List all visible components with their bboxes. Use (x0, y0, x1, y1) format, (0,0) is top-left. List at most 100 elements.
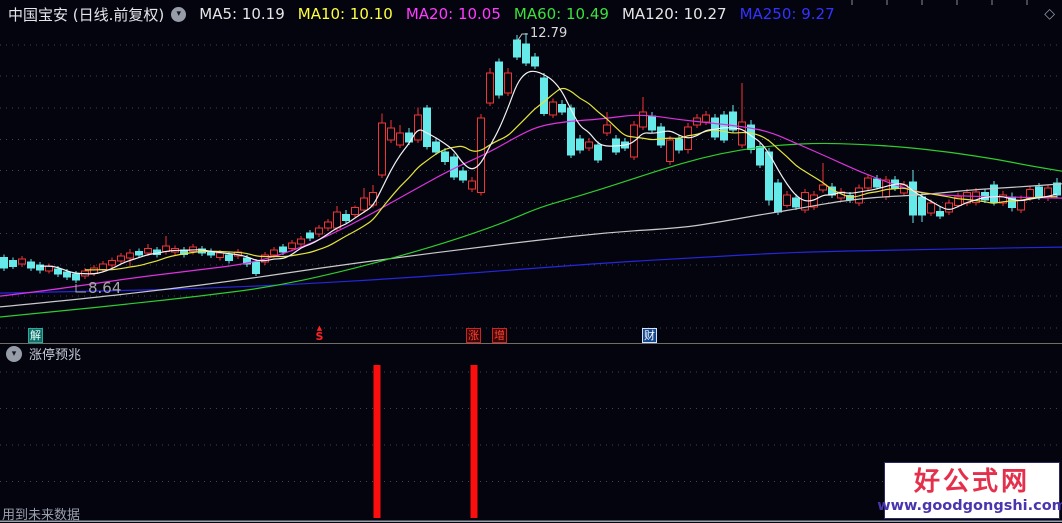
ma250-legend: MA250: 9.27 (739, 5, 835, 23)
chart-header: 中国宝安 (日线.前复权) ▾ MA5: 10.19 MA10: 10.10 M… (0, 0, 1062, 28)
event-marker-dividend[interactable]: S (313, 325, 326, 343)
ma-line-ma120 (0, 183, 1062, 308)
candle-body (990, 184, 998, 203)
candle-body (738, 121, 746, 146)
candle-body (414, 114, 422, 141)
candle-body (9, 259, 17, 267)
candle-body (1017, 199, 1025, 211)
ma-line-ma60 (0, 142, 1062, 318)
candle-body (324, 221, 332, 229)
ma-line-ma20 (0, 114, 1062, 297)
top-ruler-ticks (851, 0, 1028, 5)
candle-body (468, 180, 476, 190)
candle-body (666, 139, 674, 163)
watermark-site-name: 好公式网 (913, 466, 1030, 497)
ma-line-ma250 (0, 246, 1062, 294)
candle-body (927, 202, 935, 214)
sub-indicator-chart[interactable] (0, 343, 1062, 523)
signal-bars (373, 365, 478, 518)
candle-body (756, 146, 764, 166)
candle-body (36, 264, 44, 271)
ma-line-ma10 (84, 87, 1058, 271)
signal-bar (373, 365, 381, 518)
candle-body (360, 197, 368, 211)
candle-body (126, 252, 134, 259)
ma120-legend: MA120: 10.27 (621, 5, 727, 23)
event-marker-report[interactable]: 财 (642, 328, 657, 343)
candle-body (117, 255, 125, 262)
candle-body (459, 170, 467, 181)
low-price-label: 8.64 (88, 279, 122, 297)
watermark-site-url: www.goodgongshi.com (877, 497, 1062, 514)
candle-body (585, 141, 593, 149)
main-candlestick-chart[interactable] (0, 0, 1062, 343)
candle-body (972, 191, 980, 203)
candle-body (774, 182, 782, 213)
candle-body (27, 261, 35, 269)
diamond-icon[interactable]: ◇ (1044, 6, 1055, 22)
event-marker-surge[interactable]: 涨 (466, 328, 481, 343)
candle-body (396, 132, 404, 146)
candle-body (54, 268, 62, 275)
candle-body (594, 144, 602, 161)
candle-body (675, 138, 683, 151)
candle-body (513, 39, 521, 58)
sub-indicator-header: ▾ 涨停预兆 (6, 344, 81, 363)
candle-body (873, 178, 881, 188)
candle-body (864, 177, 872, 189)
candle-body (18, 258, 26, 265)
candle-body (711, 117, 719, 138)
candle-body (486, 72, 494, 104)
candle-body (297, 238, 305, 245)
candle-body (729, 111, 737, 131)
candle-body (342, 213, 350, 221)
sub-indicator-label: 涨停预兆 (29, 348, 82, 363)
peak-price-label: 12.79 (530, 26, 568, 41)
event-marker-add[interactable]: 增 (492, 328, 507, 343)
candle-body (603, 124, 611, 134)
candle-body (549, 101, 557, 116)
candle-body (945, 202, 953, 213)
ma-line-ma5 (39, 70, 1058, 275)
candle-body (576, 138, 584, 151)
signal-bar (470, 365, 478, 518)
candle-body (252, 261, 260, 275)
candle-body (639, 111, 647, 128)
candle-body (72, 273, 80, 281)
candle-body (504, 72, 512, 94)
candle-body (792, 197, 800, 208)
candle-body (387, 127, 395, 141)
candle-body (936, 210, 944, 217)
candle-body (63, 271, 71, 278)
candle-body (567, 107, 575, 156)
candle-body (441, 151, 449, 163)
candle-body (909, 181, 917, 216)
candle-body (306, 232, 314, 239)
candle-body (954, 196, 962, 206)
candle-body (216, 252, 224, 258)
future-data-note: 用到未来数据 (2, 508, 81, 523)
event-marker-unlock[interactable]: 解 (28, 328, 43, 343)
candle-body (351, 207, 359, 215)
candle-body (999, 194, 1007, 204)
ma5-legend: MA5: 10.19 (199, 5, 285, 23)
candle-body (819, 184, 827, 191)
candle-body (558, 103, 566, 113)
candle-body (918, 196, 926, 216)
ma-lines (0, 70, 1062, 318)
candle-body (495, 61, 503, 96)
candle-body (378, 122, 386, 176)
candle-body (108, 259, 116, 266)
candle-body (657, 126, 665, 146)
candle-body (315, 227, 323, 235)
candle-body (684, 126, 692, 151)
watermark-box: 好公式网 www.goodgongshi.com (877, 462, 1062, 519)
chevron-down-icon[interactable]: ▾ (171, 6, 187, 22)
candle-body (783, 194, 791, 206)
chevron-down-icon[interactable]: ▾ (6, 345, 22, 362)
candle-body (405, 132, 413, 143)
candle-body (648, 115, 656, 131)
candle-body (333, 211, 341, 229)
candle-body (270, 249, 278, 256)
candle-body (1035, 186, 1043, 198)
